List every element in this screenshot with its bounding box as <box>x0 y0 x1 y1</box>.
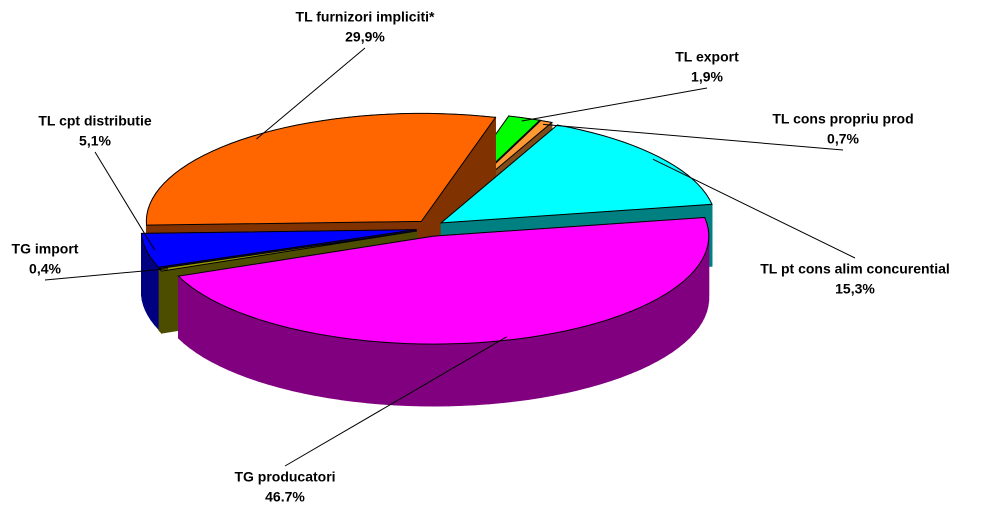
slice-label: TL export <box>675 49 739 65</box>
slice-side <box>303 331 315 395</box>
leader-line <box>522 88 707 121</box>
slice-side <box>600 319 611 384</box>
slice-label: TL furnizori impliciti* <box>296 9 436 25</box>
slice-side <box>621 311 631 377</box>
slice-side <box>541 333 553 397</box>
slice-side <box>566 328 578 393</box>
slice-value-label: 5,1% <box>79 133 111 149</box>
slice-side <box>695 265 699 332</box>
slice-value-label: 15,3% <box>835 281 875 297</box>
slice-side <box>702 255 705 322</box>
slice-side <box>554 331 566 395</box>
slice-label: TG import <box>12 241 79 257</box>
slice-side <box>649 299 657 365</box>
slice-side <box>407 344 421 406</box>
slice-label: TL cons propriu prod <box>772 111 913 127</box>
slice-side <box>316 334 328 398</box>
slice-side <box>578 325 589 390</box>
slice-value-label: 29,9% <box>345 29 385 45</box>
slice-side <box>528 336 541 400</box>
slice-side <box>640 303 649 369</box>
slice-side <box>631 307 640 373</box>
slice-side <box>448 344 462 406</box>
slice-side <box>516 337 529 401</box>
slice-side <box>341 338 354 402</box>
slice-side <box>380 342 393 405</box>
slice-side <box>679 280 685 347</box>
slice-side <box>665 290 672 357</box>
slice-label: TL pt cons alim concurential <box>760 261 950 277</box>
slice-side <box>502 339 515 402</box>
slice-side <box>367 341 380 404</box>
slice-side <box>354 339 367 402</box>
slice-side <box>269 322 280 387</box>
slice-value-label: 0,7% <box>827 131 859 147</box>
slice-side <box>292 329 304 394</box>
slice-side <box>280 326 292 391</box>
slice-side <box>690 270 695 337</box>
slice-side <box>611 315 621 381</box>
slice-side <box>421 344 435 406</box>
slice-label: TL cpt distributie <box>38 113 152 129</box>
slice-label: TG producatori <box>234 469 335 485</box>
slice-value-label: 1,9% <box>691 69 723 85</box>
slice-side <box>685 276 690 343</box>
slice-side <box>462 343 476 406</box>
slice-side <box>258 319 269 384</box>
leader-line <box>95 152 155 250</box>
slice-side <box>589 322 600 387</box>
slice-side <box>489 341 502 404</box>
slice-value-label: 46.7% <box>265 489 305 505</box>
slice-side <box>657 295 665 361</box>
slice-side <box>699 260 702 327</box>
slice-side <box>672 285 679 352</box>
slice-side <box>328 336 341 400</box>
slice-value-label: 0,4% <box>29 261 61 277</box>
